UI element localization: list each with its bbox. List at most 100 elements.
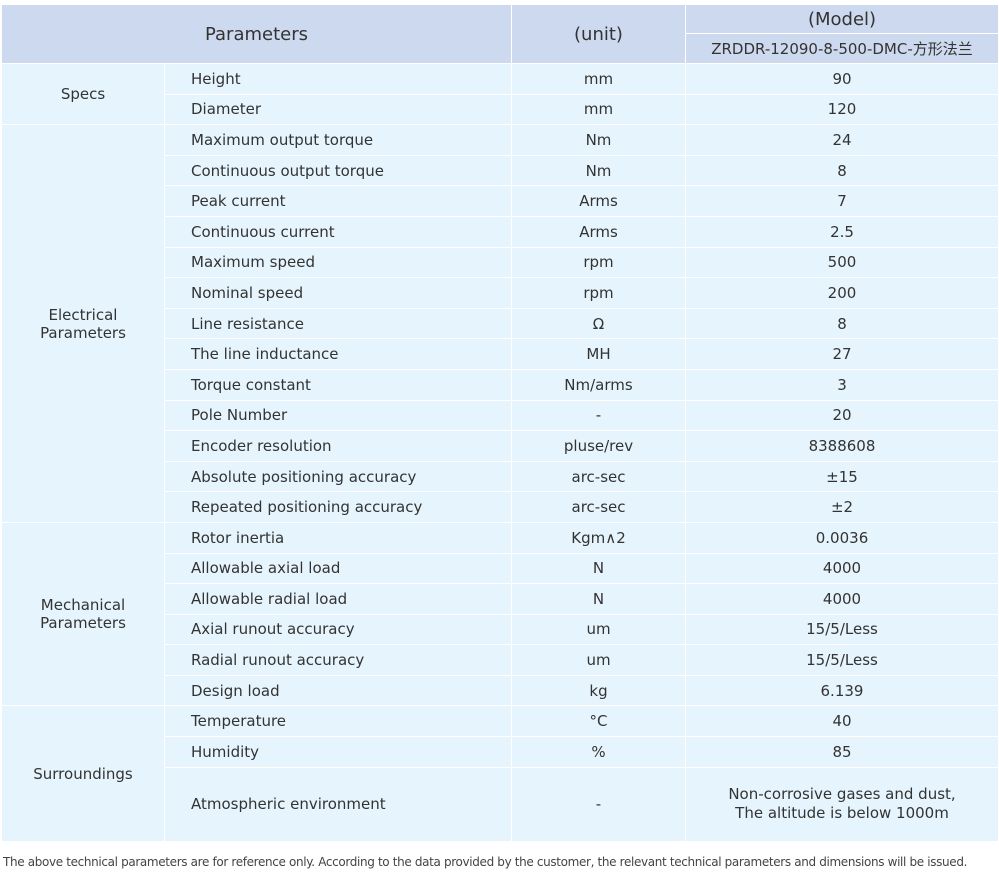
param-value: 24 — [685, 124, 999, 156]
table-row: Axial runout accuracy um 15/5/Less — [2, 613, 999, 646]
table-row: Allowable radial load N 4000 — [2, 583, 999, 615]
param-value: 500 — [685, 246, 999, 279]
param-name: Radial runout accuracy — [164, 644, 512, 676]
param-value: 27 — [685, 338, 999, 370]
param-unit: Kgm∧2 — [511, 521, 686, 554]
param-unit: Arms — [511, 185, 686, 217]
group-label: Mechanical Parameters — [1, 521, 165, 707]
param-unit: N — [511, 552, 686, 585]
param-unit: Ω — [511, 307, 686, 340]
param-value: Non-corrosive gases and dust, The altitu… — [685, 766, 999, 842]
param-name: Torque constant — [164, 368, 512, 401]
param-unit: MH — [511, 338, 686, 370]
param-value: 7 — [685, 185, 999, 217]
param-value: 4000 — [685, 552, 999, 585]
table-row: Electrical Parameters Maximum output torq… — [1, 124, 999, 523]
param-name: The line inductance — [164, 338, 512, 370]
table-row: Diameter mm 120 — [2, 93, 999, 126]
param-name: Atmospheric environment — [164, 766, 512, 842]
param-name: Maximum output torque — [164, 124, 512, 156]
header-model: (Model) — [685, 4, 999, 34]
param-name: Nominal speed — [164, 277, 512, 309]
param-name: Design load — [164, 674, 512, 707]
table-row: Line resistance Ω 8 — [2, 307, 999, 340]
param-name: Allowable radial load — [164, 583, 512, 615]
param-value: 15/5/Less — [685, 613, 999, 646]
param-unit: Nm — [511, 124, 686, 156]
param-unit: um — [511, 613, 686, 646]
param-unit: pluse/rev — [511, 430, 686, 462]
param-name: Temperature — [164, 705, 512, 738]
table-row: Pole Number -20 — [2, 399, 999, 432]
param-value: ±2 — [685, 491, 999, 523]
param-value: 20 — [685, 399, 999, 432]
table-row: Peak current Arms 7 — [2, 185, 999, 217]
param-unit: um — [511, 644, 686, 676]
param-unit: Nm/arms — [511, 368, 686, 401]
param-unit: °C — [511, 705, 686, 738]
table-row: Nominal speed rpm 200 — [2, 277, 999, 309]
param-value: 40 — [685, 705, 999, 738]
param-unit: arc-sec — [511, 491, 686, 523]
param-name: Absolute positioning accuracy — [164, 460, 512, 493]
param-name: Pole Number — [164, 399, 512, 432]
param-value: 85 — [685, 736, 999, 768]
param-value: 6.139 — [685, 674, 999, 707]
table-row: Allowable axial load N 4000 — [2, 552, 999, 585]
param-value: 15/5/Less — [685, 644, 999, 676]
param-value: 8388608 — [685, 430, 999, 462]
header-parameters: Parameters — [1, 4, 512, 64]
footer-note: The above technical parameters are for r… — [3, 855, 968, 869]
param-name: Peak current — [164, 185, 512, 217]
param-value: 0.0036 — [685, 521, 999, 554]
param-unit: arc-sec — [511, 460, 686, 493]
param-name: Diameter — [164, 93, 512, 126]
param-name: Repeated positioning accuracy — [164, 491, 512, 523]
param-unit: rpm — [511, 277, 686, 309]
param-name: Continuous output torque — [164, 154, 512, 187]
table-row: Continuous current Arms 2.5 — [2, 215, 999, 248]
table-row: Continuous output torque Nm 8 — [2, 154, 999, 187]
param-unit: rpm — [511, 246, 686, 279]
param-value: 8 — [685, 154, 999, 187]
table-body: Specs Height mm 90 Diameter mm 120 Electrical P… — [1, 62, 999, 842]
spec-table: Parameters (unit) (Model) ZRDDR-12090-8-… — [1, 4, 999, 842]
param-unit: mm — [511, 63, 686, 95]
table-row: Atmospheric environment - Non-corrosive ga… — [2, 766, 999, 842]
table-row: Repeated positioning accuracy arc-sec ±2 — [2, 491, 999, 523]
param-value: 200 — [685, 277, 999, 309]
param-name: Allowable axial load — [164, 552, 512, 585]
header-unit: (unit) — [511, 4, 686, 64]
table-row: Maximum speed rpm 500 — [2, 246, 999, 279]
param-unit: % — [511, 736, 686, 768]
table-row: Torque constant Nm/arms 3 — [2, 368, 999, 401]
param-unit: kg — [511, 674, 686, 707]
param-value: 8 — [685, 307, 999, 340]
param-unit: - — [511, 399, 686, 432]
table-row: Mechanical Parameters Rotor inertia Kgm∧2 0… — [1, 521, 999, 707]
param-unit: N — [511, 583, 686, 615]
param-unit: Arms — [511, 215, 686, 248]
param-value: 2.5 — [685, 215, 999, 248]
table-row: Surroundings Temperature °C 40 — [1, 705, 999, 842]
param-name: Line resistance — [164, 307, 512, 340]
param-name: Encoder resolution — [164, 430, 512, 462]
param-value: 120 — [685, 93, 999, 126]
group-label: Electrical Parameters — [1, 124, 165, 523]
param-unit: Nm — [511, 154, 686, 187]
header-model-name: ZRDDR-12090-8-500-DMC-方形法兰 — [685, 33, 999, 64]
group-label: Surroundings — [1, 705, 165, 842]
param-unit: - — [511, 766, 686, 842]
param-name: Continuous current — [164, 215, 512, 248]
param-value: 3 — [685, 368, 999, 401]
table-row: Encoder resolution pluse/rev 8388608 — [2, 430, 999, 462]
table-row: Specs Height mm 90 — [1, 62, 999, 126]
param-name: Axial runout accuracy — [164, 613, 512, 646]
table-row: Absolute positioning accuracy arc-sec ±15 — [2, 460, 999, 493]
param-name: Humidity — [164, 736, 512, 768]
param-name: Rotor inertia — [164, 521, 512, 554]
param-value: 4000 — [685, 583, 999, 615]
group-label: Specs — [1, 62, 165, 126]
param-unit: mm — [511, 93, 686, 126]
param-value: 90 — [685, 63, 999, 95]
